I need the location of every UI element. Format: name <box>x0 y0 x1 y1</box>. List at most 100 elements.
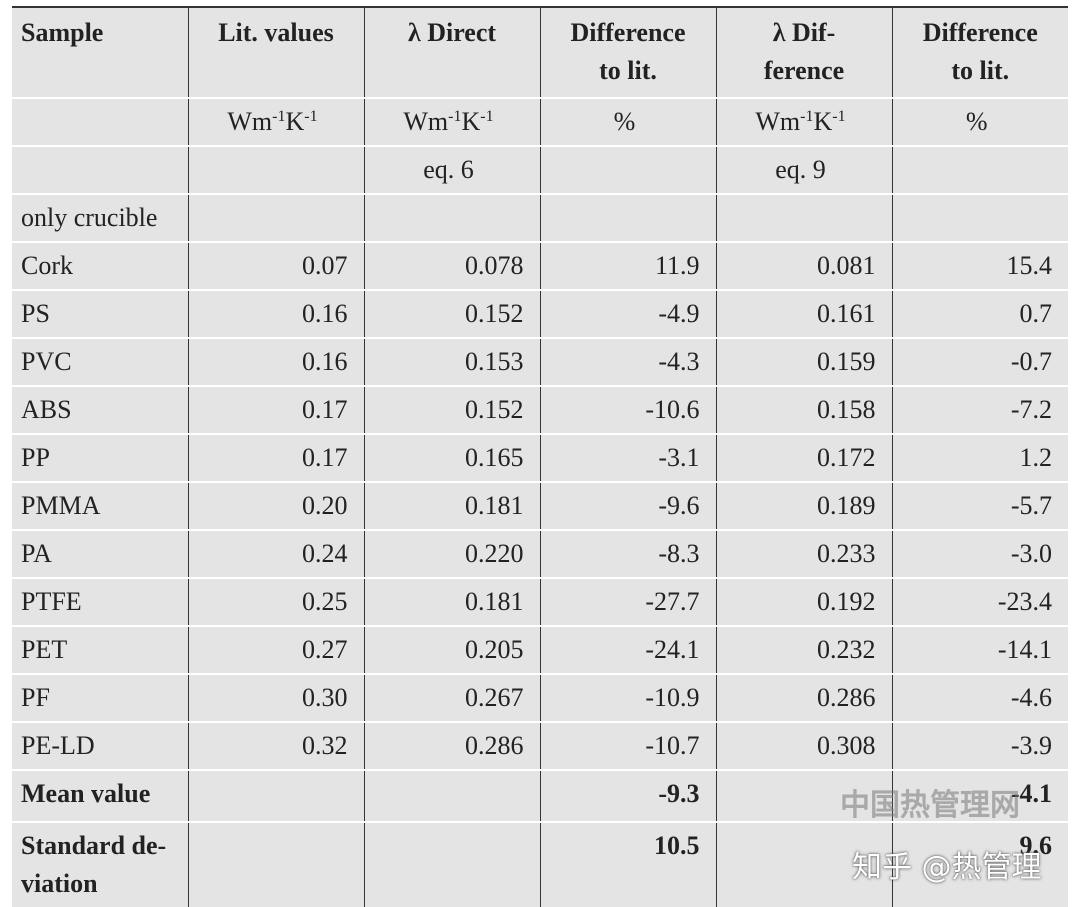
table-cell: 0.16 <box>187 290 365 339</box>
table-cell: -4.6 <box>891 674 1068 723</box>
table-cell: Difference to lit. <box>891 6 1068 99</box>
table-cell: 0.30 <box>187 674 365 723</box>
table-cell <box>891 146 1068 195</box>
table-cell: -7.2 <box>891 386 1068 435</box>
table-cell: only crucible <box>12 194 189 243</box>
table-cell: Cork <box>12 242 189 291</box>
table-cell: 0.232 <box>715 626 893 675</box>
table-cell: 1.2 <box>891 434 1068 483</box>
table-cell: 0.7 <box>891 290 1068 339</box>
table-cell: -9.3 <box>539 770 717 823</box>
table-cell <box>363 822 541 907</box>
table-cell: -9.6 <box>539 482 717 531</box>
table-row: PA 0.24 0.220 -8.3 0.233 -3.0 <box>12 530 1068 579</box>
table-cell <box>363 194 541 243</box>
table-cell: -0.7 <box>891 338 1068 387</box>
table-row: Standard de- viation 10.5 9.6 <box>12 822 1068 907</box>
data-table: Sample Lit. values λ Direct Difference to l… <box>12 6 1068 907</box>
table-cell: PA <box>12 530 189 579</box>
table-row: eq. 6 eq. 9 <box>12 146 1068 195</box>
table-cell: -10.7 <box>539 722 717 771</box>
table-cell <box>539 146 717 195</box>
table-cell: 0.189 <box>715 482 893 531</box>
table-cell: PE-LD <box>12 722 189 771</box>
table-row: PET 0.27 0.205 -24.1 0.232 -14.1 <box>12 626 1068 675</box>
table-row: Mean value -9.3 -4.1 <box>12 770 1068 823</box>
table-cell: 0.172 <box>715 434 893 483</box>
table-cell: λ Direct <box>363 6 541 99</box>
table-cell: Wm-1K-1 <box>715 98 893 147</box>
table-cell: Lit. values <box>187 6 365 99</box>
table-cell: 9.6 <box>891 822 1068 907</box>
table-cell: 0.081 <box>715 242 893 291</box>
table-wrap: Sample Lit. values λ Direct Difference to l… <box>12 6 1068 907</box>
table-cell: PVC <box>12 338 189 387</box>
unit-exponent: -1 <box>304 108 318 125</box>
table-cell: PF <box>12 674 189 723</box>
table-cell: 0.17 <box>187 434 365 483</box>
table-cell: 0.158 <box>715 386 893 435</box>
table-cell: 0.181 <box>363 482 541 531</box>
table-cell: eq. 9 <box>715 146 893 195</box>
table-cell: 0.153 <box>363 338 541 387</box>
unit-text: Wm <box>403 107 449 136</box>
table-cell: 0.17 <box>187 386 365 435</box>
table-cell: -10.6 <box>539 386 717 435</box>
table-cell: 0.286 <box>363 722 541 771</box>
unit-text: K <box>813 107 833 136</box>
table-cell: -24.1 <box>539 626 717 675</box>
table-row: ABS 0.17 0.152 -10.6 0.158 -7.2 <box>12 386 1068 435</box>
unit-exponent: -1 <box>448 108 462 125</box>
table-cell: 0.233 <box>715 530 893 579</box>
table-cell: 0.205 <box>363 626 541 675</box>
table-row: PTFE 0.25 0.181 -27.7 0.192 -23.4 <box>12 578 1068 627</box>
table-cell: 0.25 <box>187 578 365 627</box>
table-row: Cork 0.07 0.078 11.9 0.081 15.4 <box>12 242 1068 291</box>
table-cell <box>187 194 365 243</box>
table-cell: -8.3 <box>539 530 717 579</box>
table-cell: -27.7 <box>539 578 717 627</box>
table-cell: -14.1 <box>891 626 1068 675</box>
table-cell <box>715 770 893 823</box>
table-cell <box>12 98 189 147</box>
watermark: 知乎 @热管理 <box>852 850 1042 885</box>
table-row: only crucible <box>12 194 1068 243</box>
table-cell <box>187 770 365 823</box>
table-row: PF 0.30 0.267 -10.9 0.286 -4.6 <box>12 674 1068 723</box>
table-row: PMMA 0.20 0.181 -9.6 0.189 -5.7 <box>12 482 1068 531</box>
table-row: PS 0.16 0.152 -4.9 0.161 0.7 <box>12 290 1068 339</box>
table-cell: -10.9 <box>539 674 717 723</box>
table-row: Sample Lit. values λ Direct Difference to l… <box>12 6 1068 99</box>
table-cell: 11.9 <box>539 242 717 291</box>
table-cell <box>363 770 541 823</box>
table-cell: 0.161 <box>715 290 893 339</box>
table-cell: 0.220 <box>363 530 541 579</box>
table-cell: 0.159 <box>715 338 893 387</box>
table-cell: 15.4 <box>891 242 1068 291</box>
table-cell <box>12 146 189 195</box>
table-cell: -3.1 <box>539 434 717 483</box>
table-cell: -4.1 <box>891 770 1068 823</box>
table-cell: 0.32 <box>187 722 365 771</box>
table-cell: 0.078 <box>363 242 541 291</box>
table-row: PVC 0.16 0.153 -4.3 0.159 -0.7 <box>12 338 1068 387</box>
table-cell: Difference to lit. <box>539 6 717 99</box>
table-cell: PS <box>12 290 189 339</box>
unit-text: Wm <box>755 107 801 136</box>
table-cell: 0.16 <box>187 338 365 387</box>
table-cell <box>187 822 365 907</box>
unit-exponent: -1 <box>272 108 286 125</box>
unit-text: K <box>285 107 305 136</box>
unit-text: K <box>461 107 481 136</box>
table-cell: λ Dif- ference <box>715 6 893 99</box>
table-cell <box>715 822 893 907</box>
table-cell: -3.0 <box>891 530 1068 579</box>
table-cell: 0.165 <box>363 434 541 483</box>
table-cell: -4.3 <box>539 338 717 387</box>
table-cell: -23.4 <box>891 578 1068 627</box>
unit-exponent: -1 <box>800 108 814 125</box>
table-cell: 0.267 <box>363 674 541 723</box>
table-cell: -5.7 <box>891 482 1068 531</box>
watermark: 中国热管理网 <box>840 788 1020 823</box>
table-cell: PMMA <box>12 482 189 531</box>
